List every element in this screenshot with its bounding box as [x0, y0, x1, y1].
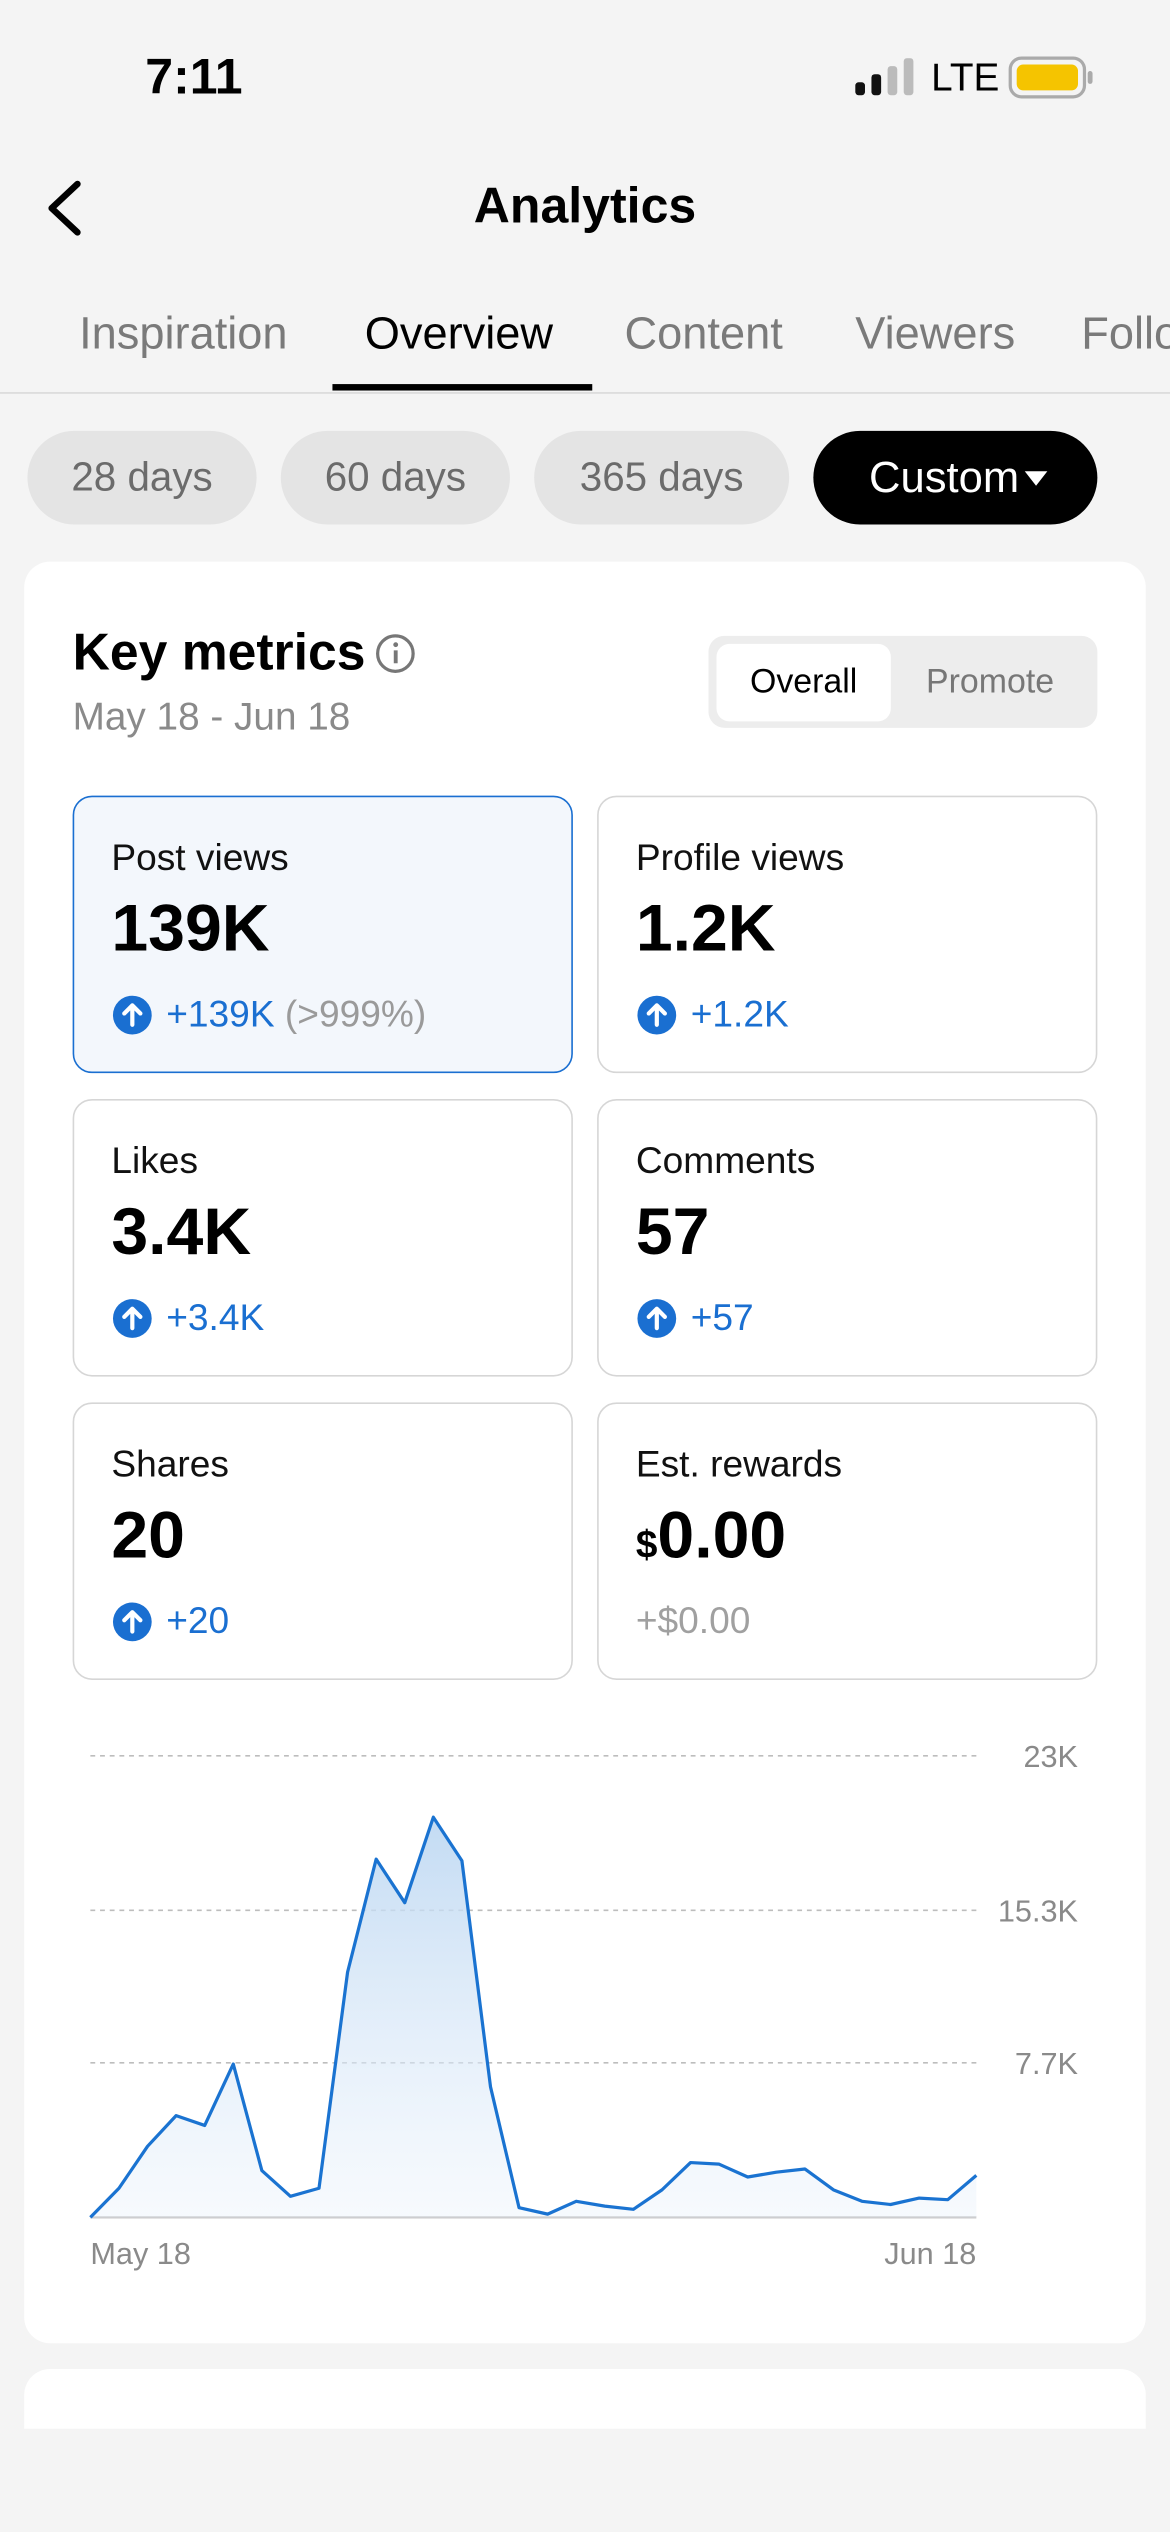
toggle-option[interactable]: Promote	[926, 663, 1055, 701]
x-tick-label: Jun 18	[884, 2237, 976, 2271]
metric-change: +57	[691, 1296, 754, 1340]
y-tick-label: 7.7K	[1015, 2047, 1079, 2081]
metric-card[interactable]: Comments 57 +57	[597, 1098, 1098, 1377]
value-text: 20	[111, 1497, 185, 1572]
metric-change: +$0.00	[636, 1599, 751, 1643]
change-text: +57	[690, 1295, 754, 1338]
filter-pill[interactable]: 365 days	[534, 430, 790, 525]
metric-value: 20	[111, 1498, 185, 1574]
status-network: LTE	[931, 56, 1000, 101]
metric-card[interactable]: Post views 139K +139K (>999%)	[72, 795, 573, 1074]
x-tick-label: May 18	[90, 2237, 191, 2271]
tab-underline	[332, 384, 593, 391]
page-title: Analytics	[473, 177, 697, 234]
line	[89, 1815, 978, 2219]
value-text: 3.4K	[111, 1194, 252, 1269]
area	[90, 1817, 977, 2218]
section-title: Key metrics	[72, 622, 366, 682]
tab[interactable]: Viewers	[855, 308, 1016, 359]
filter-pill[interactable]: 60 days	[280, 430, 510, 525]
filter-label: 60 days	[324, 454, 467, 500]
filter-label: Custom	[869, 452, 1020, 502]
change-text: +139K	[166, 992, 275, 1035]
value-text: 139K	[111, 890, 270, 966]
metric-label: Likes	[111, 1139, 199, 1182]
change-text: +$0.00	[635, 1599, 751, 1642]
metric-value: 57	[636, 1194, 710, 1270]
metric-label: Est. rewards	[635, 1442, 843, 1485]
metric-change: +20	[166, 1599, 229, 1643]
trend-up-icon	[637, 1299, 677, 1338]
tab[interactable]: Overview	[364, 308, 554, 359]
metric-change: +1.2K	[691, 992, 789, 1036]
metric-card[interactable]: Est. rewards $0.00 +$0.00	[597, 1402, 1098, 1680]
tab[interactable]: Content	[624, 308, 783, 359]
date-range: May 18 - Jun 18	[72, 695, 351, 740]
info-icon[interactable]	[374, 633, 416, 675]
change-text: +20	[166, 1599, 230, 1642]
trend-up-icon	[112, 1299, 152, 1338]
metric-label: Shares	[111, 1442, 229, 1485]
change-percent: (>999%)	[284, 992, 427, 1035]
tab[interactable]: Inspiration	[79, 308, 288, 359]
metric-change: +139K (>999%)	[166, 992, 426, 1036]
back-button[interactable]	[42, 178, 90, 239]
metric-value: 3.4K	[111, 1194, 251, 1270]
metric-value: 139K	[111, 891, 269, 967]
metric-label: Post views	[111, 835, 289, 878]
metric-card[interactable]: Shares 20 +20	[72, 1402, 573, 1680]
tab[interactable]: Followers	[1081, 308, 1170, 359]
change-text: +3.4K	[166, 1295, 265, 1338]
metric-value: $0.00	[636, 1498, 786, 1574]
trend-up-icon	[112, 1602, 152, 1642]
value-text: 57	[635, 1194, 710, 1269]
metric-value: 1.2K	[636, 891, 776, 967]
next-panel	[24, 2369, 1146, 2429]
signal-icon	[855, 58, 914, 96]
value-text: 1.2K	[635, 890, 776, 966]
filter-label: 28 days	[71, 454, 213, 500]
metric-change: +3.4K	[166, 1296, 264, 1340]
metric-card[interactable]: Likes 3.4K +3.4K	[72, 1098, 573, 1377]
metric-label: Comments	[635, 1139, 816, 1182]
change-text: +1.2K	[690, 992, 789, 1035]
toggle-option[interactable]: Overall	[716, 643, 891, 722]
metric-label: Profile views	[635, 835, 845, 878]
battery-icon	[1008, 56, 1093, 99]
filter-pill[interactable]: 28 days	[27, 430, 257, 525]
divider	[0, 392, 1170, 394]
filter-label: 365 days	[579, 454, 744, 500]
currency: $	[635, 1523, 658, 1567]
value-text: 0.00	[657, 1497, 787, 1572]
filter-pill[interactable]: Custom	[813, 430, 1098, 525]
y-tick-label: 15.3K	[998, 1895, 1079, 1929]
y-tick-label: 23K	[1023, 1740, 1078, 1774]
trend-up-icon	[112, 995, 152, 1035]
status-time: 7:11	[145, 48, 243, 105]
dropdown-icon	[1024, 471, 1048, 486]
metric-card[interactable]: Profile views 1.2K +1.2K	[597, 795, 1098, 1074]
trend-up-icon	[637, 995, 677, 1035]
line-chart: 23K 15.3K 7.7K May 18 Jun 18	[89, 1740, 1079, 2271]
